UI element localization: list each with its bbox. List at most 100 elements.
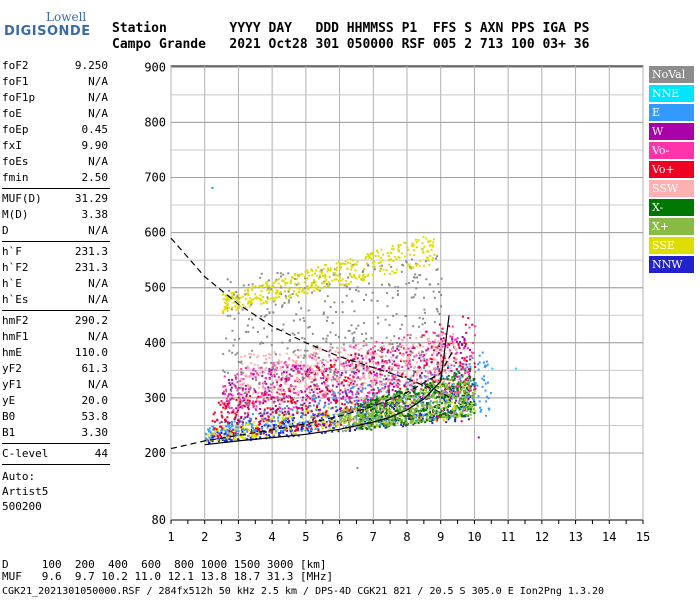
echo-point [305, 394, 308, 397]
echo-point [361, 417, 364, 420]
echo-point [304, 276, 307, 279]
echo-point [431, 394, 434, 397]
echo-point [291, 359, 294, 362]
echo-point [392, 314, 395, 317]
echo-point [367, 255, 370, 258]
echo-point [314, 400, 317, 403]
echo-point [249, 356, 252, 359]
autoscale-line3: 500200 [2, 500, 42, 513]
echo-point [268, 370, 271, 373]
echo-point [375, 379, 378, 382]
echo-point [349, 408, 352, 411]
echo-point [226, 423, 229, 426]
autoscale-line2: Artist5 [2, 485, 49, 498]
echo-point [404, 375, 407, 378]
echo-point [376, 392, 379, 395]
echo-point [346, 407, 349, 410]
echo-point [380, 264, 383, 267]
echo-point [270, 369, 273, 372]
echo-point [338, 279, 341, 282]
echo-point [251, 283, 254, 286]
echo-point [313, 376, 316, 379]
echo-point [339, 412, 342, 415]
echo-point [325, 384, 328, 387]
echo-point [297, 294, 300, 297]
echo-point [311, 418, 314, 421]
echo-point [226, 278, 229, 281]
echo-point [249, 395, 252, 398]
echo-point [332, 378, 335, 381]
echo-point [241, 404, 244, 407]
echo-point [347, 376, 350, 379]
echo-point [301, 336, 304, 339]
echo-point [283, 413, 286, 416]
echo-point [426, 396, 429, 399]
echo-point [261, 393, 264, 396]
echo-point [259, 342, 262, 345]
echo-point [367, 401, 370, 404]
echo-point [306, 370, 309, 373]
echo-point [395, 401, 398, 404]
echo-point [345, 429, 348, 432]
echo-point [320, 425, 323, 428]
echo-point [291, 293, 294, 296]
echo-point [315, 407, 318, 410]
echo-point [312, 346, 315, 349]
echo-point [352, 341, 355, 344]
param-row: foEs N/A [2, 154, 110, 170]
echo-point [261, 386, 264, 389]
echo-point [264, 390, 267, 393]
echo-point [349, 413, 352, 416]
echo-point [390, 422, 393, 425]
echo-point [226, 371, 229, 374]
echo-point [228, 412, 231, 415]
echo-point [242, 418, 245, 421]
echo-point [372, 406, 375, 409]
echo-point [458, 408, 461, 411]
echo-point [266, 425, 269, 428]
echo-point [404, 424, 407, 427]
echo-point [400, 252, 403, 255]
echo-point [355, 399, 358, 402]
echo-point [296, 349, 299, 352]
param-value: 53.8 [81, 410, 109, 423]
echo-point [402, 402, 405, 405]
echo-point [391, 270, 394, 273]
echo-point [429, 371, 432, 374]
echo-point [349, 274, 352, 277]
echo-point [232, 409, 235, 412]
echo-point [441, 363, 444, 366]
echo-point [334, 422, 337, 425]
echo-point [443, 415, 446, 418]
echo-point [320, 369, 323, 372]
echo-point [443, 388, 446, 391]
echo-point [349, 345, 352, 348]
echo-point [295, 294, 298, 297]
echo-point [419, 259, 422, 262]
echo-point [259, 432, 262, 435]
echo-point [487, 407, 490, 410]
param-name: foF2 [2, 59, 29, 72]
echo-point [321, 382, 324, 385]
echo-point [309, 353, 312, 356]
echo-point [266, 288, 269, 291]
echo-point [366, 253, 369, 256]
echo-point [332, 413, 335, 416]
echo-point [408, 391, 411, 394]
echo-point [426, 402, 429, 405]
echo-point [295, 378, 298, 381]
echo-point [264, 417, 267, 420]
echo-point [285, 371, 288, 374]
echo-point [430, 346, 433, 349]
echo-point [326, 283, 329, 286]
echo-point [418, 411, 421, 414]
echo-point [224, 393, 227, 396]
echo-point [263, 410, 266, 413]
echo-point [455, 406, 458, 409]
echo-point [429, 283, 432, 286]
echo-point [337, 377, 340, 380]
echo-point [270, 343, 273, 346]
echo-point [248, 420, 251, 423]
param-row: h`F 231.3 [2, 244, 110, 260]
echo-point [333, 358, 336, 361]
